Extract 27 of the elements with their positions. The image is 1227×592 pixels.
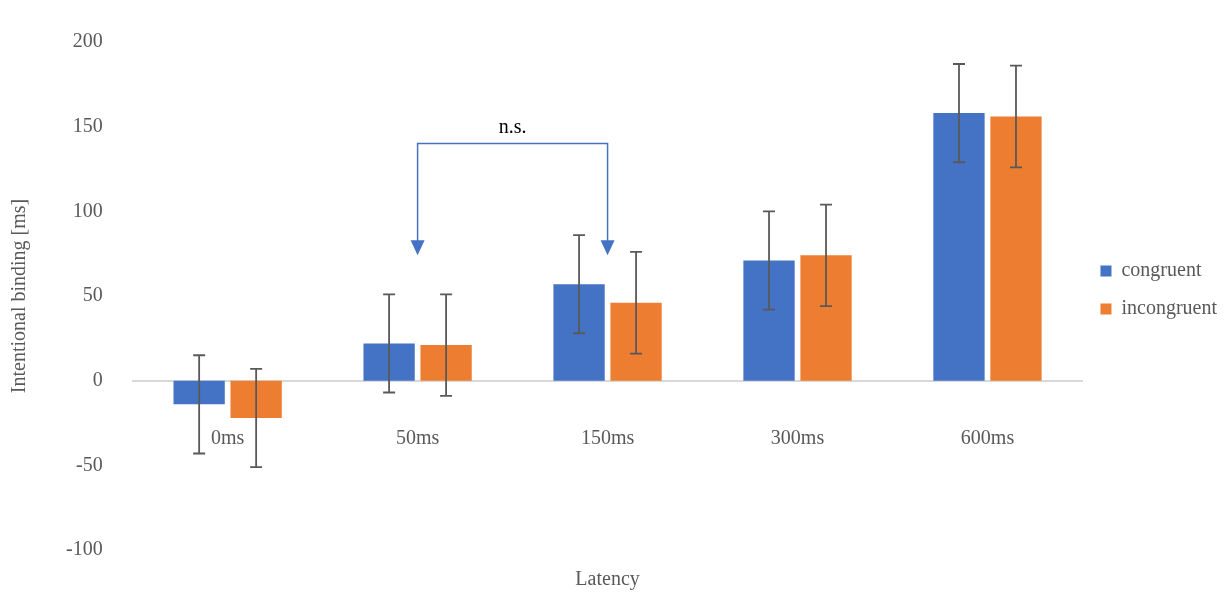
bar bbox=[990, 116, 1042, 381]
bar bbox=[553, 284, 605, 381]
y-tick-label: -50 bbox=[75, 452, 103, 475]
y-axis-title: Intentional binding [ms] bbox=[7, 198, 31, 394]
x-tick-label: 0ms bbox=[210, 425, 245, 448]
legend-label: incongruent bbox=[1121, 296, 1218, 320]
legend-label: congruent bbox=[1121, 258, 1202, 282]
bar bbox=[743, 260, 795, 381]
y-tick-label: 50 bbox=[82, 283, 103, 306]
bar bbox=[610, 302, 662, 381]
y-tick-label: -100 bbox=[65, 537, 103, 560]
y-tick-label: 0 bbox=[92, 367, 103, 390]
y-tick-label: 150 bbox=[72, 113, 103, 136]
x-tick-label: 50ms bbox=[395, 425, 440, 448]
bar bbox=[363, 343, 415, 381]
y-tick-label: 200 bbox=[72, 29, 103, 52]
bar bbox=[420, 345, 472, 381]
x-tick-label: 150ms bbox=[580, 425, 635, 448]
bar bbox=[800, 255, 852, 381]
bar bbox=[173, 380, 225, 405]
x-tick-label: 600ms bbox=[960, 425, 1015, 448]
x-tick-label: 300ms bbox=[770, 425, 825, 448]
bar bbox=[933, 113, 985, 381]
annotation: n.s. bbox=[498, 114, 527, 137]
y-tick-label: 100 bbox=[72, 198, 103, 221]
bar bbox=[230, 380, 282, 418]
x-axis-title: Latency bbox=[575, 567, 640, 591]
